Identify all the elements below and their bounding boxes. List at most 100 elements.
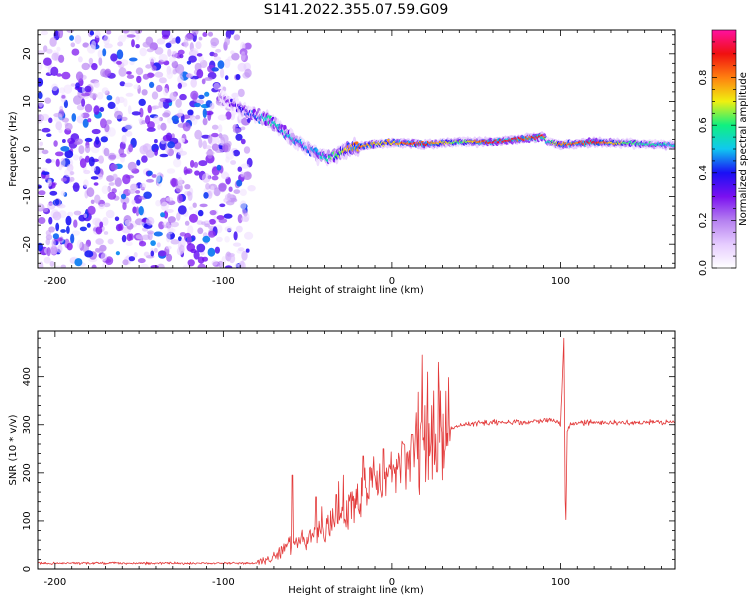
heatmap-noise-cell (187, 259, 195, 267)
heatmap-noise-cell (66, 225, 70, 234)
heatmap-noise-cell (114, 153, 121, 159)
spectrogram-ylabel: Frequency (Hz) (8, 111, 19, 187)
heatmap-noise-cell (135, 44, 140, 49)
heatmap-noise-cell (136, 159, 141, 166)
x-tick-label: 0 (389, 276, 395, 287)
snr-panel: -200 -100 0 100 0 100 200 300 400 Height of stra… (8, 330, 676, 596)
heatmap-noise-cell (162, 134, 172, 142)
heatmap-noise-cell (38, 61, 43, 71)
heatmap-noise-cell (70, 83, 76, 87)
heatmap-noise-cell (142, 73, 150, 80)
heatmap-noise-cell (91, 63, 98, 71)
heatmap-noise-cell (177, 49, 185, 55)
heatmap-noise-cell (129, 57, 138, 62)
heatmap-noise-cell (118, 223, 124, 231)
heatmap-noise-cell (69, 176, 75, 182)
heatmap-noise-cell (120, 193, 127, 200)
heatmap-noise-cell (70, 233, 75, 244)
heatmap-noise-cell (83, 213, 88, 219)
heatmap-noise-cell (213, 82, 220, 90)
heatmap-noise-cell (232, 242, 242, 247)
heatmap-noise-cell (186, 235, 192, 246)
heatmap-noise-cell (198, 138, 203, 149)
heatmap-noise-cell (171, 177, 177, 188)
heatmap-noise-cell (60, 190, 66, 197)
colorbar-tick-label: 0.0 (698, 260, 709, 276)
heatmap-noise-cell (84, 250, 94, 258)
heatmap-noise-cell (99, 107, 105, 112)
heatmap-noise-cell (93, 182, 99, 186)
heatmap-noise-cell (231, 52, 240, 61)
heatmap-noise-cell (89, 30, 95, 36)
heatmap-noise-cell (82, 118, 89, 128)
heatmap-noise-cell (202, 235, 211, 243)
heatmap-noise-cell (147, 104, 152, 114)
heatmap-noise-cell (197, 256, 205, 264)
heatmap-noise-cell (160, 122, 167, 131)
heatmap-noise-cell (66, 30, 75, 33)
heatmap-noise-cell (202, 117, 208, 126)
heatmap-noise-cell (131, 111, 141, 116)
heatmap-noise-cell (217, 114, 227, 121)
y-tick-label: 0 (22, 146, 33, 152)
heatmap-noise-cell (189, 213, 198, 223)
heatmap-noise-cell (83, 179, 89, 188)
heatmap-noise-cell (118, 67, 127, 77)
heatmap-noise-cell (151, 105, 160, 110)
spectrogram-xlabel: Height of straight line (km) (288, 285, 424, 296)
heatmap-noise-cell (101, 185, 109, 195)
heatmap-noise-cell (220, 68, 225, 79)
heatmap-noise-cell (100, 118, 107, 129)
heatmap-noise-cell (225, 150, 235, 160)
heatmap-noise-cell (179, 93, 187, 101)
heatmap-noise-cell (79, 158, 87, 169)
heatmap-noise-cell (152, 115, 161, 125)
heatmap-noise-cell (177, 137, 186, 144)
heatmap-noise-cell (184, 33, 194, 41)
heatmap-noise-cell (196, 53, 203, 57)
heatmap-noise-cell (237, 88, 245, 98)
heatmap-noise-cell (145, 64, 152, 69)
heatmap-noise-cell (215, 148, 224, 153)
heatmap-noise-cell (165, 209, 174, 213)
heatmap-noise-cell (213, 52, 218, 58)
heatmap-noise-cell (165, 42, 172, 49)
heatmap-noise-cell (216, 164, 222, 171)
heatmap-cells (38, 30, 675, 268)
heatmap-noise-cell (224, 75, 229, 81)
heatmap-noise-cell (129, 233, 134, 241)
heatmap-noise-cell (38, 202, 43, 209)
heatmap-noise-cell (121, 134, 127, 144)
heatmap-noise-cell (154, 71, 164, 78)
heatmap-noise-cell (138, 206, 144, 216)
heatmap-noise-cell (98, 155, 104, 164)
heatmap-noise-cell (126, 34, 136, 38)
heatmap-noise-cell (204, 91, 210, 97)
heatmap-noise-cell (49, 37, 57, 47)
heatmap-noise-cell (188, 55, 197, 63)
heatmap-noise-cell (39, 141, 43, 146)
heatmap-noise-cell (49, 260, 55, 267)
heatmap-noise-cell (239, 200, 247, 210)
heatmap-noise-cell (197, 227, 204, 235)
heatmap-noise-cell (240, 171, 245, 178)
heatmap-noise-cell (165, 197, 174, 202)
heatmap-noise-cell (160, 201, 169, 211)
heatmap-noise-cell (40, 30, 49, 36)
heatmap-noise-cell (135, 30, 142, 34)
heatmap-noise-cell (167, 117, 172, 124)
heatmap-noise-cell (222, 142, 231, 153)
heatmap-noise-cell (135, 67, 144, 75)
heatmap-noise-cell (228, 186, 233, 192)
heatmap-noise-cell (193, 102, 201, 108)
heatmap-noise-cell (45, 238, 51, 246)
heatmap-noise-cell (207, 134, 213, 144)
heatmap-noise-cell (91, 128, 101, 135)
heatmap-noise-cell (240, 126, 246, 131)
heatmap-noise-cell (121, 234, 127, 243)
heatmap-noise-cell (41, 149, 49, 155)
heatmap-noise-cell (177, 176, 183, 187)
colorbar-tick-label: 0.6 (698, 117, 709, 133)
heatmap-noise-cell (57, 30, 64, 39)
